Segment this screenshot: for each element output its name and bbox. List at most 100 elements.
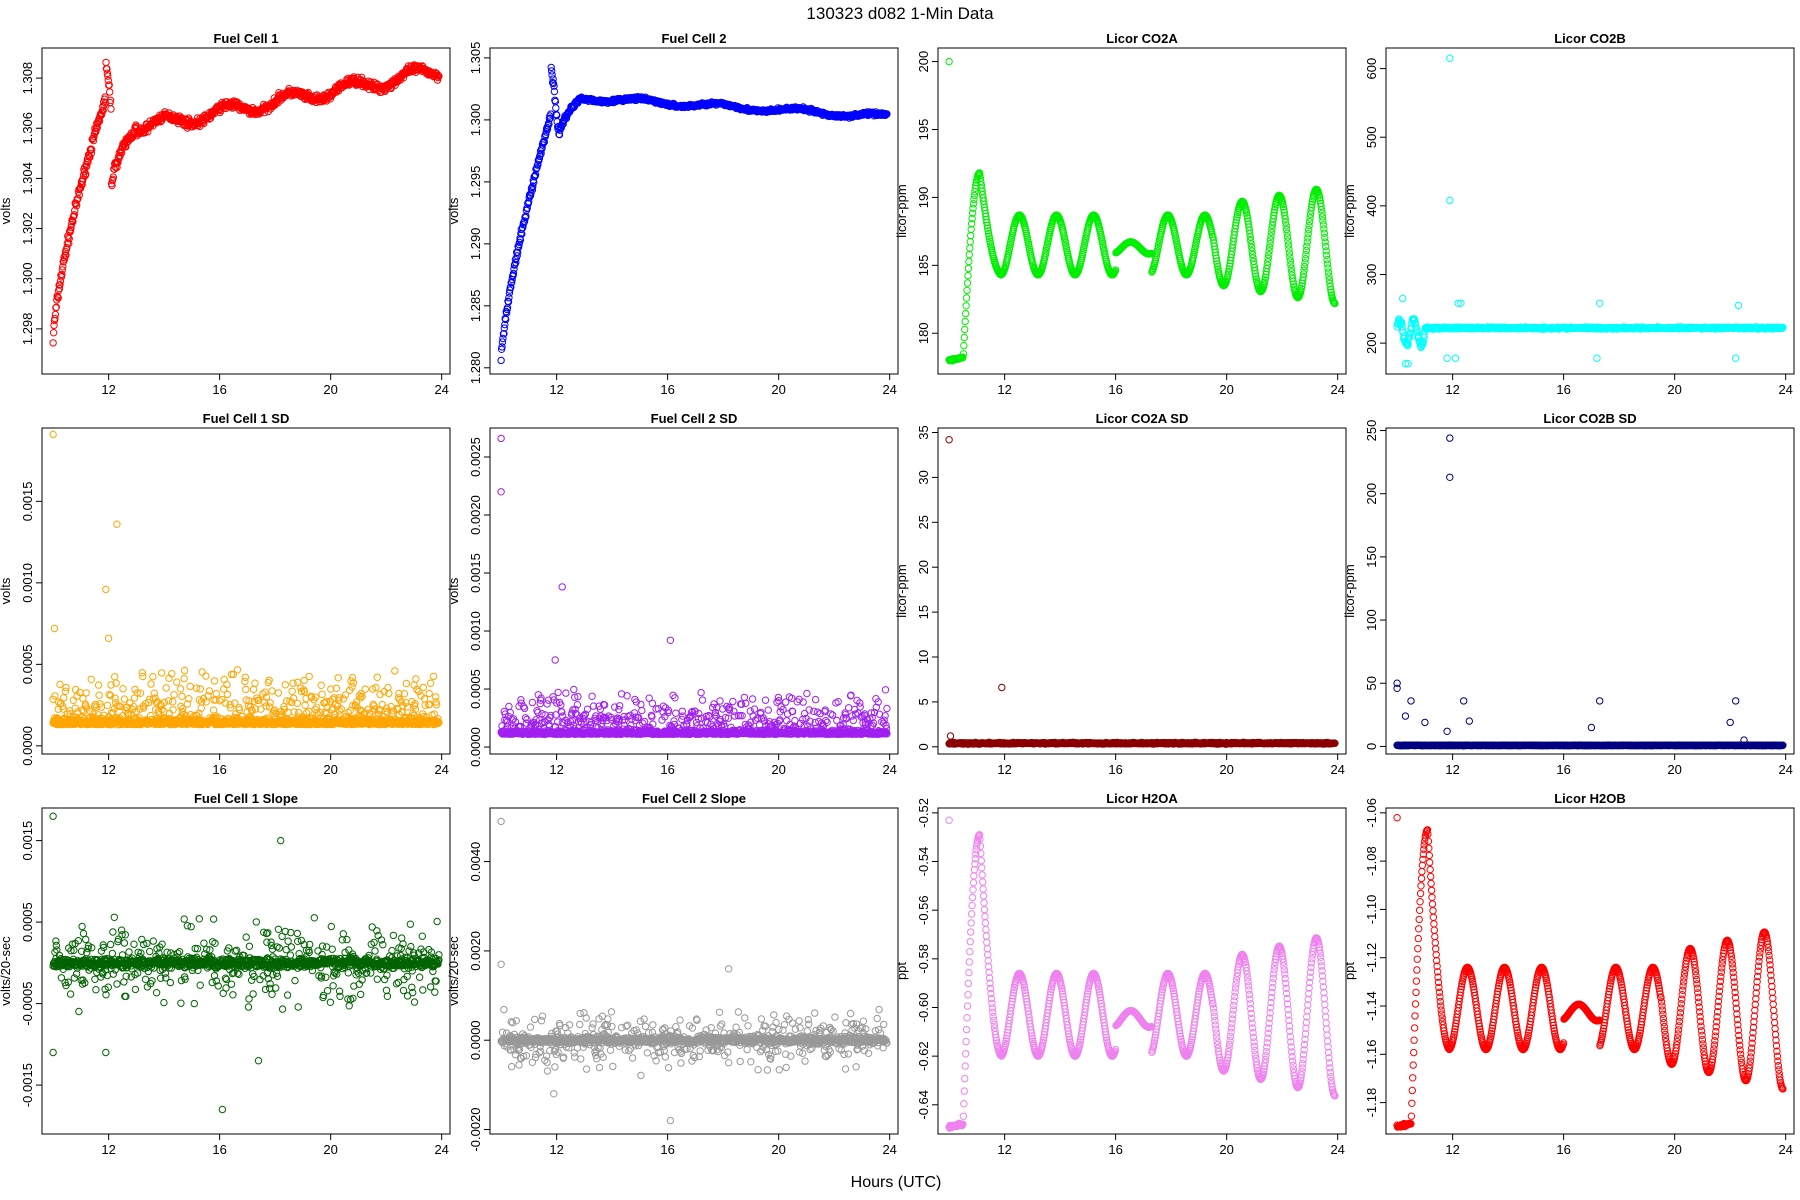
- data-point: [552, 104, 560, 112]
- data-point: [251, 679, 259, 687]
- data-point: [554, 688, 562, 697]
- y-tick-label: 180: [916, 322, 931, 344]
- data-point: [49, 430, 57, 439]
- x-tick-label: 20: [323, 762, 337, 777]
- data-point: [429, 672, 438, 681]
- y-axis-label: licor-ppm: [1342, 184, 1357, 237]
- data-point: [87, 675, 96, 683]
- data-point: [419, 683, 427, 692]
- data-point: [373, 673, 381, 681]
- data-point: [72, 202, 81, 210]
- data-point: [99, 106, 107, 115]
- x-tick-label: 16: [212, 382, 226, 397]
- plot-frame: [937, 47, 1347, 375]
- x-tick-label: 24: [434, 382, 448, 397]
- y-tick-label: 400: [1364, 195, 1379, 217]
- data-point: [505, 702, 513, 711]
- y-tick-label: 200: [1364, 332, 1379, 354]
- x-tick-label: 12: [101, 382, 115, 397]
- data-point: [169, 698, 177, 706]
- panel-title: Fuel Cell 1 SD: [203, 411, 290, 426]
- x-tick-label: 20: [771, 382, 785, 397]
- data-point: [60, 255, 69, 263]
- y-tick-label: 300: [1364, 264, 1379, 286]
- data-point: [52, 303, 60, 311]
- data-point: [102, 58, 110, 67]
- data-point: [425, 689, 433, 698]
- data-point: [197, 704, 205, 712]
- data-point: [69, 217, 77, 226]
- figure-title: 130323 d082 1-Min Data: [806, 4, 994, 23]
- data-point: [218, 695, 226, 704]
- data-point: [65, 239, 73, 248]
- x-tick-label: 24: [882, 382, 896, 397]
- data-point: [528, 698, 537, 707]
- y-axis-label: volts: [0, 197, 13, 224]
- y-tick-label: 185: [916, 254, 931, 276]
- y-tick-label: 0.0015: [20, 481, 35, 521]
- y-tick-label: 1.280: [468, 352, 483, 385]
- data-point: [962, 302, 970, 310]
- data-point: [318, 690, 326, 698]
- data-point: [1596, 299, 1604, 307]
- data-point: [317, 681, 325, 689]
- data-point: [334, 674, 342, 682]
- x-tick-label: 20: [1219, 382, 1233, 397]
- data-point: [964, 271, 972, 280]
- data-point: [95, 691, 103, 699]
- y-tick-label: 1.306: [20, 112, 35, 145]
- data-point: [180, 674, 188, 683]
- y-tick-label: 190: [916, 187, 931, 209]
- data-point: [233, 666, 242, 674]
- y-tick-label: 1.305: [468, 42, 483, 75]
- panels-grid: Fuel Cell 112 16 20 241.2981.3001.3021.3041…: [0, 31, 1795, 1157]
- y-tick-label: 1.300: [468, 104, 483, 137]
- data-point: [111, 673, 119, 681]
- data-point: [391, 667, 399, 675]
- data-point: [1399, 294, 1407, 303]
- data-point: [378, 700, 386, 709]
- panel-2: Fuel Cell 212 16 20 241.2801.2851.2901.2951…: [446, 31, 899, 397]
- data-point: [1446, 196, 1454, 205]
- y-axis-label: licor-ppm: [894, 184, 909, 237]
- data-point: [965, 257, 973, 266]
- data-point: [105, 81, 113, 89]
- data-point: [88, 145, 96, 154]
- data-point: [223, 690, 232, 699]
- data-point: [84, 158, 92, 166]
- data-point: [966, 238, 974, 246]
- data-point: [1593, 354, 1601, 362]
- data-point: [90, 132, 98, 141]
- data-point: [103, 69, 112, 78]
- data-point: [113, 163, 121, 172]
- panel-points: [497, 434, 891, 738]
- data-point: [119, 685, 127, 693]
- y-tick-label: 0.0000: [20, 726, 35, 766]
- data-point: [57, 273, 66, 281]
- y-tick-label: 200: [916, 51, 931, 73]
- data-point: [113, 520, 121, 528]
- data-point: [966, 244, 974, 252]
- data-point: [55, 284, 64, 293]
- data-point: [139, 672, 147, 681]
- x-tick-label: 12: [101, 762, 115, 777]
- y-tick-label: 1.298: [20, 313, 35, 346]
- data-point: [426, 679, 435, 687]
- data-point: [961, 325, 969, 334]
- data-point: [497, 356, 505, 365]
- x-tick-label: 16: [1556, 382, 1570, 397]
- data-point: [104, 72, 112, 80]
- data-point: [149, 672, 157, 681]
- data-point: [241, 673, 250, 681]
- data-point: [82, 689, 90, 697]
- data-point: [176, 685, 185, 693]
- data-point: [118, 142, 127, 151]
- data-point: [107, 105, 115, 113]
- data-point: [223, 680, 231, 689]
- data-point: [268, 687, 276, 695]
- data-point: [59, 263, 67, 271]
- data-point: [89, 136, 98, 145]
